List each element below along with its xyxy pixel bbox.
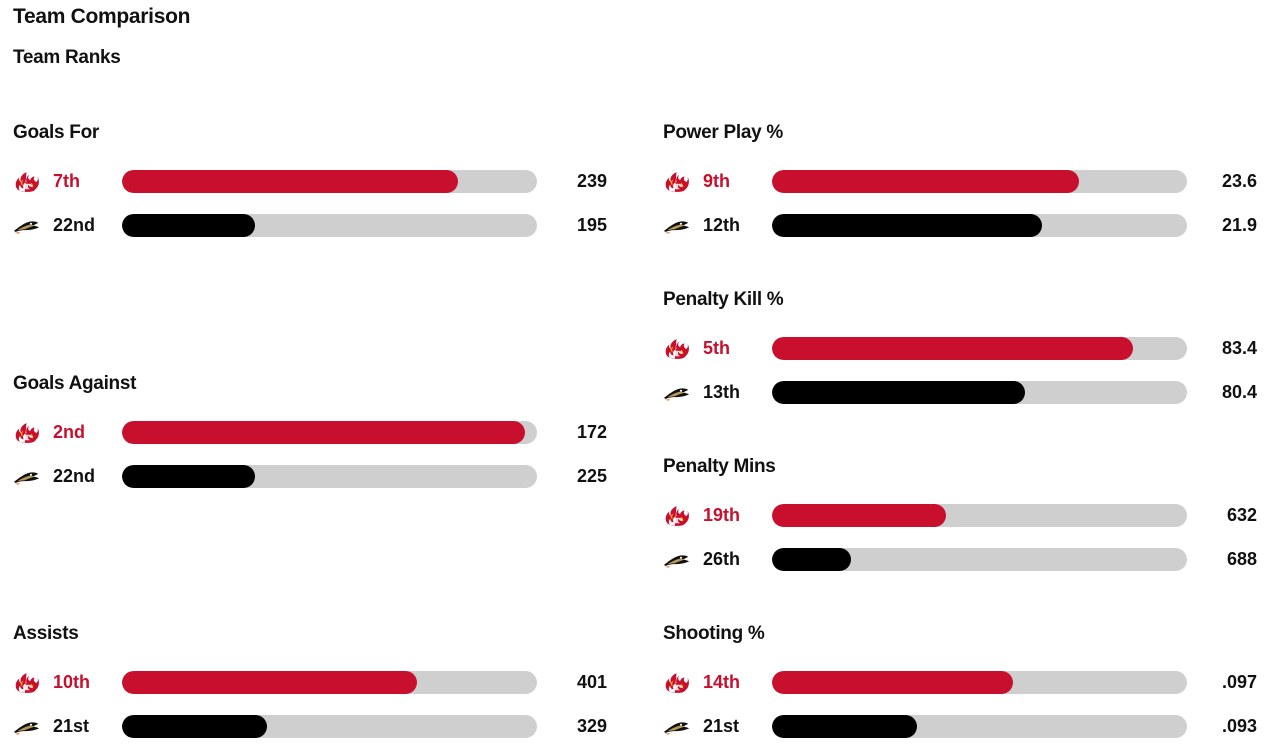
page-title: Team Comparison xyxy=(13,5,191,28)
ducks-logo-icon xyxy=(663,218,690,235)
home-bar-fill xyxy=(122,421,525,444)
away-rank: 21st xyxy=(53,716,90,736)
away-value: .093 xyxy=(1221,716,1257,736)
ducks-logo-icon xyxy=(663,552,690,569)
away-rank: 22nd xyxy=(53,466,96,486)
flames-logo-icon xyxy=(13,171,40,193)
home-rank: 10th xyxy=(53,672,91,692)
home-value: 172 xyxy=(576,422,607,442)
stat-title: Goals Against xyxy=(13,373,137,394)
home-value: .097 xyxy=(1221,672,1257,692)
away-team-row: 22nd 195 xyxy=(13,214,613,238)
away-team-row: 12th 21.9 xyxy=(663,214,1263,238)
away-value: 195 xyxy=(576,215,607,235)
away-team-row: 13th 80.4 xyxy=(663,381,1263,405)
away-bar-fill xyxy=(772,715,918,738)
away-rank: 26th xyxy=(703,549,741,569)
away-bar-track xyxy=(122,465,537,488)
away-bar-fill xyxy=(122,465,255,488)
home-bar-fill xyxy=(772,170,1080,193)
home-bar-track xyxy=(772,671,1187,694)
flames-logo-icon xyxy=(663,505,690,527)
flames-logo-icon xyxy=(13,672,40,694)
away-value: 329 xyxy=(576,716,607,736)
ducks-logo-icon xyxy=(13,469,40,486)
home-bar-track xyxy=(122,170,537,193)
away-team-row: 21st .093 xyxy=(663,715,1263,739)
away-bar-fill xyxy=(122,715,268,738)
ducks-logo-icon xyxy=(663,719,690,736)
home-bar-track xyxy=(772,337,1187,360)
home-value: 23.6 xyxy=(1221,171,1257,191)
ducks-logo-icon xyxy=(13,719,40,736)
home-rank: 9th xyxy=(703,171,730,191)
away-bar-track xyxy=(122,715,537,738)
home-bar-track xyxy=(772,504,1187,527)
ducks-logo-icon xyxy=(663,385,690,402)
home-team-row: 2nd 172 xyxy=(13,421,613,445)
away-bar-track xyxy=(772,381,1187,404)
flames-logo-icon xyxy=(663,672,690,694)
away-rank: 12th xyxy=(703,215,741,235)
away-value: 80.4 xyxy=(1221,382,1257,402)
home-bar-track xyxy=(772,170,1187,193)
away-bar-track xyxy=(772,214,1187,237)
home-team-row: 10th 401 xyxy=(13,671,613,695)
away-value: 225 xyxy=(576,466,607,486)
home-rank: 7th xyxy=(53,171,80,191)
flames-logo-icon xyxy=(663,171,690,193)
away-bar-track xyxy=(772,548,1187,571)
away-bar-fill xyxy=(772,381,1026,404)
home-bar-fill xyxy=(122,671,417,694)
home-value: 401 xyxy=(576,672,607,692)
home-team-row: 5th 83.4 xyxy=(663,337,1263,361)
away-bar-fill xyxy=(122,214,255,237)
away-bar-track xyxy=(772,715,1187,738)
section-title: Team Ranks xyxy=(13,47,121,68)
home-value: 239 xyxy=(576,171,607,191)
away-value: 21.9 xyxy=(1221,215,1257,235)
home-team-row: 9th 23.6 xyxy=(663,170,1263,194)
away-rank: 13th xyxy=(703,382,741,402)
stat-title: Power Play % xyxy=(663,122,783,143)
stat-title: Shooting % xyxy=(663,623,765,644)
home-bar-track xyxy=(122,671,537,694)
home-value: 83.4 xyxy=(1221,338,1257,358)
away-bar-track xyxy=(122,214,537,237)
stat-title: Assists xyxy=(13,623,79,644)
home-rank: 14th xyxy=(703,672,741,692)
home-bar-fill xyxy=(772,671,1013,694)
home-rank: 5th xyxy=(703,338,730,358)
home-bar-fill xyxy=(122,170,459,193)
home-team-row: 19th 632 xyxy=(663,504,1263,528)
away-team-row: 21st 329 xyxy=(13,715,613,739)
away-bar-fill xyxy=(772,214,1042,237)
away-bar-fill xyxy=(772,548,851,571)
home-bar-track xyxy=(122,421,537,444)
away-value: 688 xyxy=(1226,549,1257,569)
stat-title: Penalty Mins xyxy=(663,456,776,477)
home-rank: 19th xyxy=(703,505,741,525)
stat-title: Penalty Kill % xyxy=(663,289,784,310)
flames-logo-icon xyxy=(13,422,40,444)
home-rank: 2nd xyxy=(53,422,86,442)
away-rank: 21st xyxy=(703,716,740,736)
home-team-row: 7th 239 xyxy=(13,170,613,194)
away-team-row: 26th 688 xyxy=(663,548,1263,572)
home-bar-fill xyxy=(772,504,947,527)
stat-title: Goals For xyxy=(13,122,99,143)
flames-logo-icon xyxy=(663,338,690,360)
home-bar-fill xyxy=(772,337,1134,360)
ducks-logo-icon xyxy=(13,218,40,235)
away-team-row: 22nd 225 xyxy=(13,465,613,489)
away-rank: 22nd xyxy=(53,215,96,235)
home-value: 632 xyxy=(1226,505,1257,525)
home-team-row: 14th .097 xyxy=(663,671,1263,695)
